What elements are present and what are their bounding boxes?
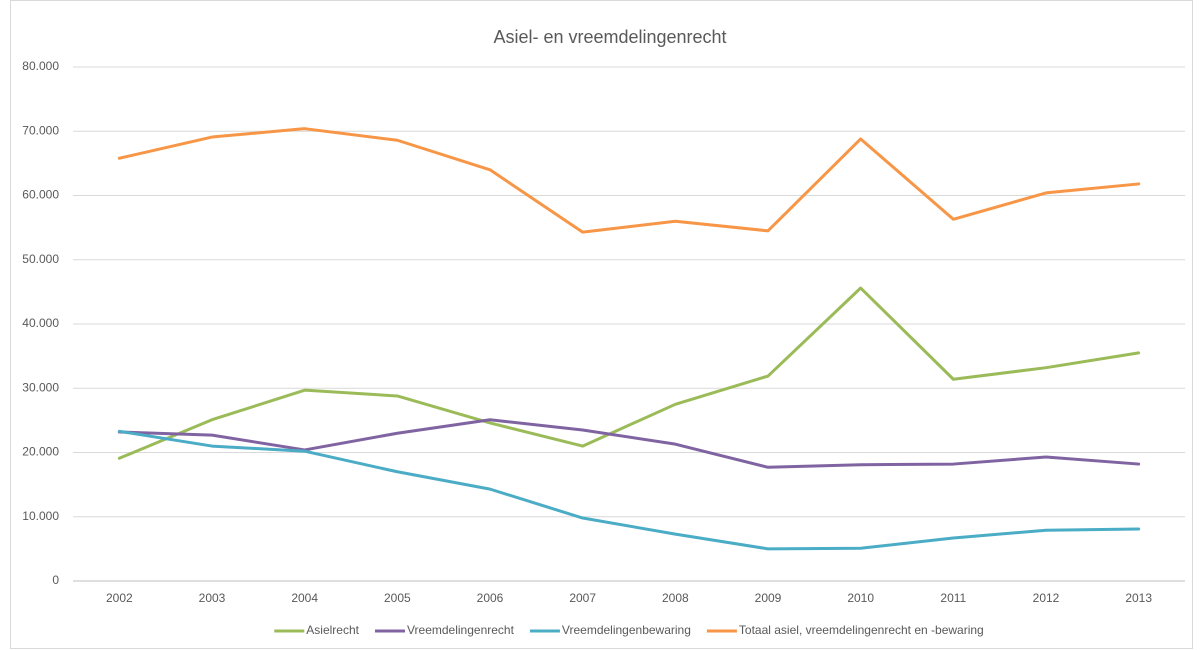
- x-tick-label: 2010: [847, 591, 874, 605]
- y-tick-label: 40.000: [22, 316, 59, 330]
- x-tick-label: 2003: [199, 591, 226, 605]
- legend-label: Vreemdelingenrecht: [407, 623, 515, 637]
- x-tick-label: 2006: [477, 591, 504, 605]
- x-tick-label: 2011: [940, 591, 966, 605]
- y-tick-label: 10.000: [22, 509, 59, 523]
- legend-label: Vreemdelingenbewaring: [562, 623, 691, 637]
- chart-title: Asiel- en vreemdelingenrecht: [493, 27, 726, 47]
- legend-label: Totaal asiel, vreemdelingenrecht en -bew…: [739, 623, 984, 637]
- y-tick-label: 70.000: [22, 123, 59, 137]
- y-tick-label: 60.000: [22, 188, 59, 202]
- series-line: [117, 286, 1141, 460]
- x-tick-label: 2005: [384, 591, 411, 605]
- series-line: [117, 418, 1141, 469]
- x-tick-label: 2007: [569, 591, 596, 605]
- x-tick-label: 2013: [1125, 591, 1152, 605]
- y-tick-label: 50.000: [22, 252, 59, 266]
- legend-label: Asielrecht: [306, 623, 359, 637]
- y-tick-label: 30.000: [22, 380, 59, 394]
- y-tick-label: 0: [52, 573, 59, 587]
- x-tick-label: 2004: [291, 591, 318, 605]
- y-tick-label: 20.000: [22, 445, 59, 459]
- y-tick-label: 80.000: [22, 59, 59, 73]
- x-tick-label: 2002: [106, 591, 133, 605]
- x-tick-label: 2008: [662, 591, 689, 605]
- x-tick-label: 2012: [1033, 591, 1060, 605]
- x-tick-label: 2009: [755, 591, 782, 605]
- series-line: [117, 429, 1141, 551]
- series-line: [117, 127, 1141, 234]
